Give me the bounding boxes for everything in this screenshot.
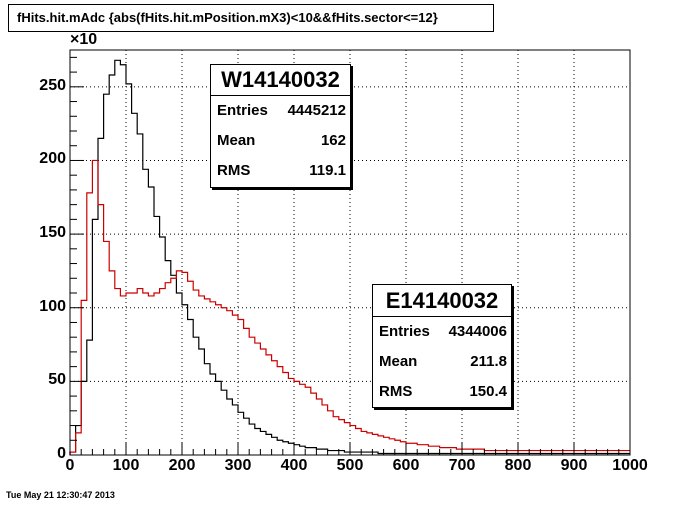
x-tick-label: 800 (504, 457, 532, 474)
x-tick-label: 600 (392, 457, 420, 474)
stats-rms-value: 150.4 (469, 383, 507, 400)
stats-mean-row: Mean 211.8 (373, 347, 511, 377)
stats-box-E14140032[interactable]: E14140032 Entries 4344006 Mean 211.8 RMS… (372, 284, 512, 408)
stats-mean-label: Mean (379, 353, 418, 370)
y-tick-label: 250 (39, 76, 66, 94)
footer-timestamp: Tue May 21 12:30:47 2013 (6, 490, 115, 500)
stats-mean-label: Mean (217, 132, 256, 149)
histogram-title: fHits.hit.mAdc {abs(fHits.hit.mPosition.… (8, 4, 494, 32)
y-tick-label: 100 (39, 297, 66, 315)
x-tick-label: 200 (168, 457, 196, 474)
stats-box-W14140032[interactable]: W14140032 Entries 4445212 Mean 162 RMS 1… (210, 64, 351, 188)
stats-mean-row: Mean 162 (211, 126, 350, 156)
stats-rms-row: RMS 119.1 (211, 156, 350, 186)
y-tick-label: 150 (39, 224, 66, 242)
x-tick-label: 500 (336, 457, 364, 474)
x-tick-label: 1000 (612, 457, 648, 474)
stats-rms-value: 119.1 (309, 162, 346, 179)
x-tick-label: 900 (560, 457, 588, 474)
histogram-series (69, 59, 630, 455)
y-tick-label: 200 (39, 150, 66, 168)
stats-mean-value: 211.8 (470, 353, 507, 370)
plot-frame (69, 49, 631, 456)
x-tick-label: 0 (65, 457, 75, 474)
stats-entries-row: Entries 4344006 (373, 317, 511, 347)
stats-mean-value: 162 (320, 132, 346, 149)
stats-entries-value: 4344006 (448, 323, 507, 340)
y-tick-label: 0 (57, 445, 66, 462)
stats-rms-row: RMS 150.4 (373, 377, 511, 407)
x-tick-label: 700 (448, 457, 476, 474)
stats-rms-label: RMS (217, 162, 251, 179)
x-tick-label: 100 (112, 457, 140, 474)
x-tick-label: 300 (224, 457, 252, 474)
stats-rms-label: RMS (379, 383, 413, 400)
x-tick-label: 400 (280, 457, 308, 474)
y-axis-exponent: ×10 (70, 31, 98, 48)
y-tick-label: 50 (48, 371, 66, 389)
stats-entries-label: Entries (217, 102, 268, 119)
series-W14140032 (69, 59, 630, 455)
stats-entries-row: Entries 4445212 (211, 96, 350, 126)
stats-name: E14140032 (373, 285, 511, 317)
series-E14140032 (69, 159, 630, 455)
stats-entries-label: Entries (379, 323, 430, 340)
stats-entries-value: 4445212 (287, 102, 346, 119)
stats-name: W14140032 (211, 65, 350, 96)
